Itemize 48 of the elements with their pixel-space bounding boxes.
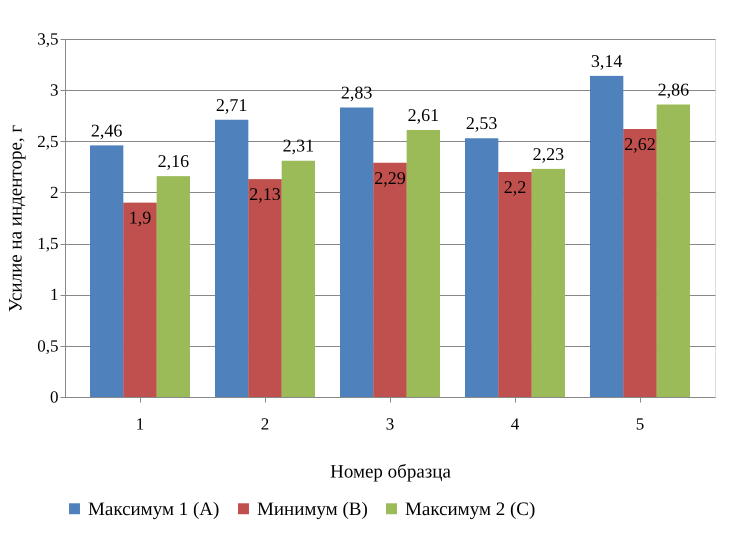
bar: [282, 160, 315, 397]
bar: [656, 104, 690, 397]
bar: [498, 172, 532, 397]
data-label: 2,23: [532, 144, 564, 164]
x-tick-label: 3: [386, 414, 394, 434]
data-label: 2,46: [90, 120, 122, 140]
legend-label: Максимум 2 (C): [405, 498, 536, 520]
bar: [215, 120, 248, 397]
y-tick-label: 1: [50, 285, 58, 304]
x-tick-label: 2: [260, 414, 270, 434]
bar: [465, 138, 498, 397]
legend-label: Максимум 1 (A): [88, 498, 220, 520]
bar: [406, 130, 440, 397]
legend-label: Минимум (B): [257, 498, 368, 520]
data-label: 2,62: [624, 134, 656, 154]
x-tick-label: 5: [636, 414, 644, 434]
y-tick-label: 3,5: [37, 30, 58, 48]
data-label: 2,2: [504, 176, 526, 197]
x-tick-label: 4: [510, 414, 520, 434]
data-label: 2,31: [282, 136, 314, 156]
bar: [623, 129, 657, 397]
data-label: 2,71: [216, 94, 248, 115]
data-label: 3,14: [590, 50, 622, 71]
data-label: 2,86: [658, 79, 690, 100]
y-tick-label: 0,5: [37, 336, 58, 356]
data-label: 2,61: [408, 105, 440, 126]
data-label: 2,29: [374, 168, 406, 188]
y-tick-label: 1,5: [37, 234, 58, 254]
bar: [156, 176, 190, 397]
data-label: 2,53: [466, 113, 498, 134]
y-tick-label: 2,5: [37, 132, 58, 151]
data-label: 1,9: [128, 208, 152, 228]
y-tick-label: 2: [50, 182, 58, 202]
bar: [532, 168, 565, 397]
bar: [373, 162, 407, 397]
data-label: 2,13: [249, 184, 281, 204]
y-tick-label: 3: [50, 80, 58, 100]
bar: [590, 76, 624, 397]
y-axis-title: Усилие на инденторе, г: [5, 124, 26, 312]
x-axis-title: Номер образца: [330, 462, 452, 482]
bar: [123, 202, 157, 397]
data-label: 2,83: [340, 82, 372, 103]
bar: [90, 145, 124, 397]
y-tick-label: 0: [50, 388, 58, 406]
x-tick-label: 1: [136, 414, 144, 434]
bar: [248, 179, 282, 397]
bar: [340, 108, 374, 397]
data-label: 2,16: [158, 151, 190, 172]
